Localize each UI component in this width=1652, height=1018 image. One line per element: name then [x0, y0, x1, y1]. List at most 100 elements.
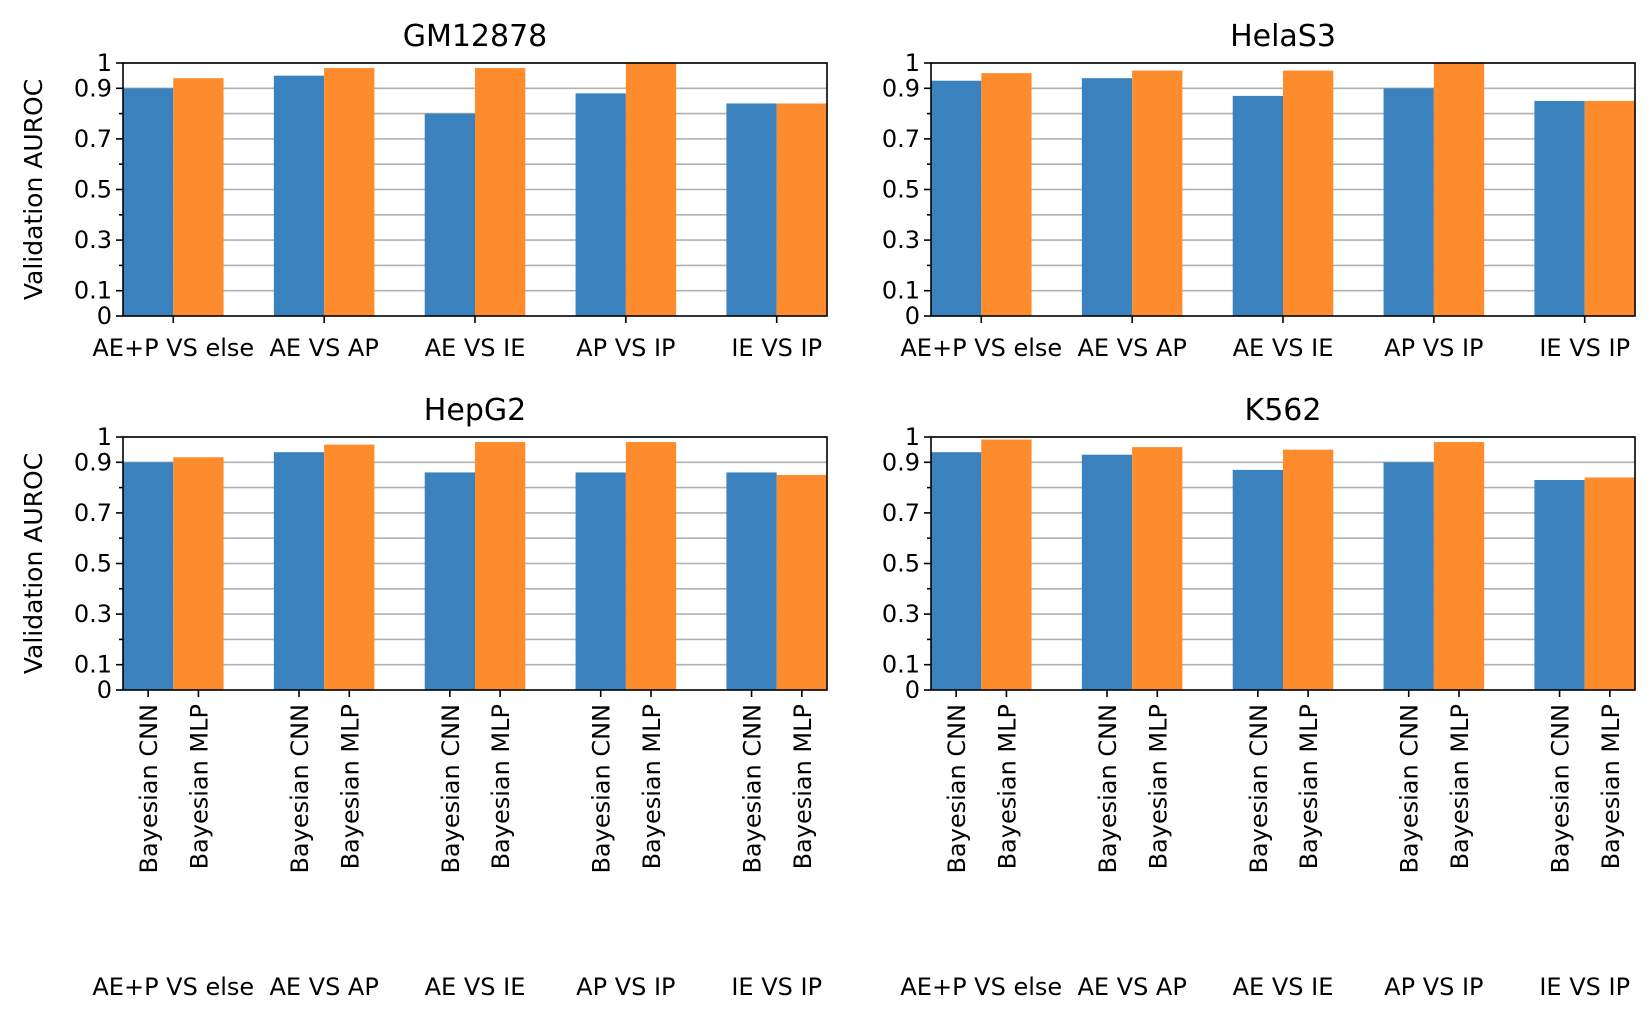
bar-mlp-2	[474, 68, 526, 316]
bar-cnn-0	[123, 462, 174, 690]
x-series-label: Bayesian MLP	[1144, 704, 1172, 869]
x-category-label: AE+P VS else	[900, 973, 1062, 1001]
x-tick-label: IE VS IP	[1539, 334, 1630, 362]
bar-cnn-3	[1383, 462, 1434, 690]
y-tick-label: 0	[97, 676, 112, 704]
x-category-label: AP VS IP	[576, 973, 675, 1001]
y-tick-label: 0.5	[74, 550, 112, 578]
x-series-label: Bayesian CNN	[1245, 704, 1273, 874]
bar-cnn-1	[1081, 454, 1133, 690]
panel-title: K562	[1245, 393, 1322, 428]
y-tick-label: 0.9	[882, 448, 920, 476]
x-series-label: Bayesian MLP	[1446, 704, 1474, 869]
x-tick-label: AP VS IP	[1384, 334, 1483, 362]
y-tick-label: 1	[905, 423, 920, 451]
bar-cnn-0	[931, 452, 982, 690]
y-tick-label: 0.7	[74, 499, 112, 527]
x-series-label: Bayesian CNN	[135, 704, 163, 874]
y-axis-label: Validation AUROC	[19, 79, 48, 300]
x-tick-label: AE+P VS else	[92, 334, 254, 362]
panel-title: GM12878	[403, 19, 548, 54]
y-tick-label: 0.5	[882, 550, 920, 578]
y-tick-label: 0.9	[74, 448, 112, 476]
x-tick-label: AE+P VS else	[900, 334, 1062, 362]
bar-cnn-4	[1534, 480, 1585, 690]
x-tick-label: IE VS IP	[731, 334, 822, 362]
y-tick-label: 0.3	[882, 226, 920, 254]
y-tick-label: 0.1	[882, 277, 920, 305]
y-tick-label: 0.3	[74, 226, 112, 254]
x-series-label: Bayesian MLP	[993, 704, 1021, 869]
x-category-label: AP VS IP	[1384, 973, 1483, 1001]
x-tick-label: AE VS IE	[425, 334, 526, 362]
bar-mlp-4	[776, 103, 827, 316]
bar-cnn-4	[1534, 100, 1585, 316]
y-tick-label: 1	[905, 49, 920, 77]
y-tick-label: 0.9	[74, 74, 112, 102]
x-tick-label: AP VS IP	[576, 334, 675, 362]
x-category-label: AE VS AP	[1077, 973, 1186, 1001]
bar-cnn-0	[123, 88, 174, 316]
bar-mlp-4	[1584, 477, 1635, 690]
y-tick-label: 0.7	[74, 125, 112, 153]
chart-panel-k562: 00.1 0.3 0.5 0.7 0.91 K562 Bayesian CNN Bayesia…	[882, 393, 1636, 1001]
bar-mlp-3	[1433, 442, 1485, 690]
y-tick-label: 0.3	[882, 600, 920, 628]
bar-mlp-2	[1282, 449, 1334, 690]
x-series-label: Bayesian CNN	[1547, 704, 1575, 874]
bar-cnn-1	[273, 75, 325, 317]
x-tick-label: AE VS IE	[1233, 334, 1334, 362]
x-series-label: Bayesian CNN	[286, 704, 314, 874]
bar-mlp-3	[1433, 63, 1485, 316]
x-category-label: AE VS IE	[1233, 973, 1334, 1001]
y-tick-label: 0.7	[882, 125, 920, 153]
bar-cnn-2	[1232, 95, 1283, 316]
x-series-label: Bayesian MLP	[185, 704, 213, 869]
x-series-label: Bayesian CNN	[943, 704, 971, 874]
bar-mlp-0	[981, 73, 1032, 317]
y-tick-label: 0.1	[74, 651, 112, 679]
bar-mlp-1	[1132, 447, 1183, 690]
x-series-label: Bayesian MLP	[638, 704, 666, 869]
bar-mlp-4	[776, 474, 827, 690]
chart-panel-helas3: 00.1 0.3 0.5 0.7 0.91 HelaS3 AE+P VS else AE VS…	[882, 19, 1636, 362]
bar-mlp-3	[625, 442, 677, 690]
y-tick-label: 0	[905, 676, 920, 704]
bar-mlp-0	[173, 457, 224, 690]
bar-cnn-2	[424, 113, 475, 316]
bar-cnn-1	[273, 452, 325, 690]
y-tick-label: 0	[905, 302, 920, 330]
chart-panel-hepg2: 00.1 0.3 0.5 0.7 0.91 HepG2 Validation AUROC Ba…	[19, 393, 828, 1001]
panel-title: HelaS3	[1230, 19, 1336, 54]
x-series-label: Bayesian MLP	[336, 704, 364, 869]
x-series-label: Bayesian CNN	[437, 704, 465, 874]
x-series-label: Bayesian MLP	[1295, 704, 1323, 869]
x-series-label: Bayesian MLP	[487, 704, 515, 869]
bar-cnn-3	[575, 93, 626, 316]
y-tick-label: 0.1	[74, 277, 112, 305]
panel-title: HepG2	[424, 393, 526, 428]
x-category-label: AE VS IE	[425, 973, 526, 1001]
x-category-label: AE VS AP	[269, 973, 378, 1001]
x-tick-label: AE VS AP	[269, 334, 378, 362]
x-series-label: Bayesian CNN	[588, 704, 616, 874]
bar-mlp-1	[324, 68, 375, 316]
x-series-label: Bayesian MLP	[1597, 704, 1625, 869]
bar-cnn-1	[1081, 78, 1133, 317]
y-axis-label: Validation AUROC	[19, 453, 48, 674]
x-category-label: IE VS IP	[731, 973, 822, 1001]
x-category-label: AE+P VS else	[92, 973, 254, 1001]
bar-mlp-1	[324, 444, 375, 690]
y-tick-label: 0.7	[882, 499, 920, 527]
y-tick-label: 0.1	[882, 651, 920, 679]
bar-cnn-4	[726, 472, 777, 690]
chart-panel-gm12878: 00.1 0.3 0.5 0.7 0.91 GM12878 Validation AUROC…	[19, 19, 828, 362]
bar-mlp-1	[1132, 70, 1183, 316]
bar-mlp-0	[173, 78, 224, 317]
bar-mlp-0	[981, 439, 1032, 690]
x-tick-label: AE VS AP	[1077, 334, 1186, 362]
x-series-label: Bayesian CNN	[739, 704, 767, 874]
bar-mlp-4	[1584, 100, 1635, 316]
y-tick-label: 0.5	[74, 176, 112, 204]
bar-mlp-2	[1282, 70, 1334, 316]
